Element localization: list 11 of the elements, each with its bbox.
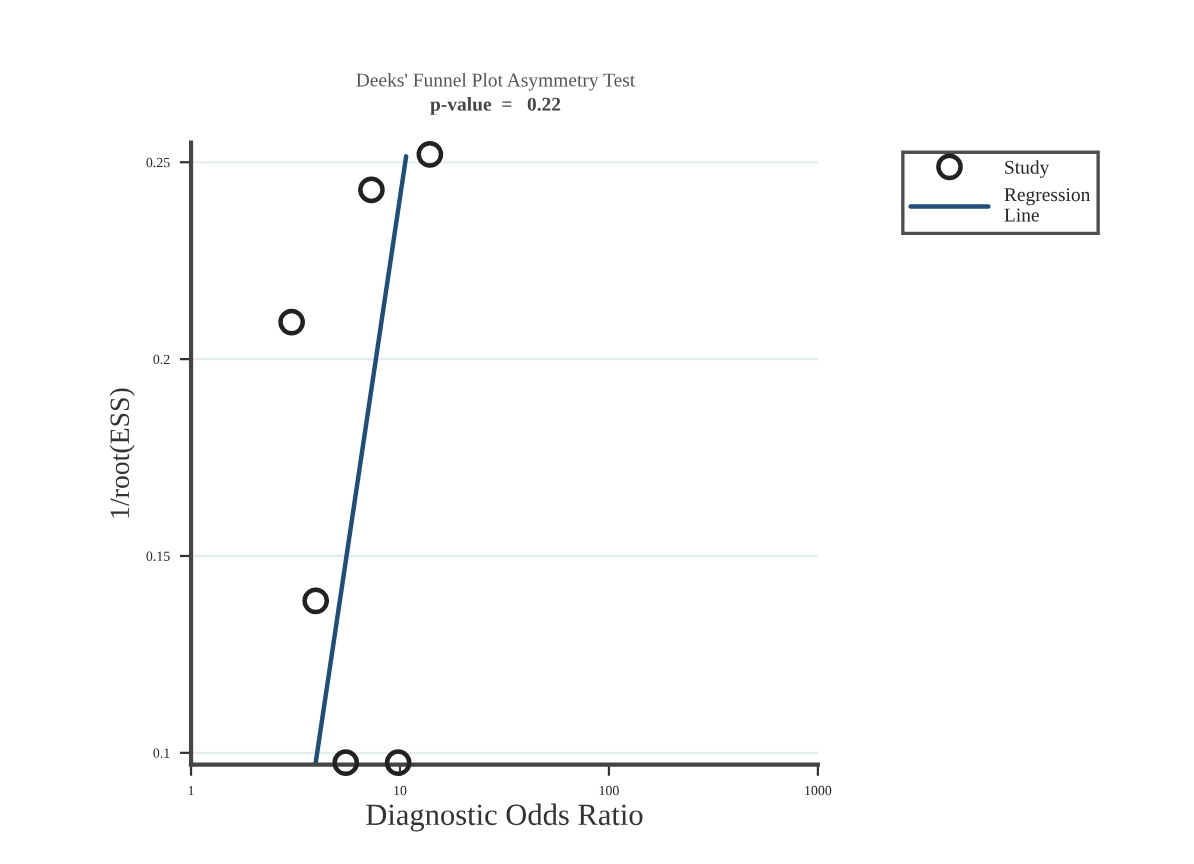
legend-label: Regression Line (1004, 188, 1091, 222)
point (332, 749, 360, 776)
point (384, 749, 412, 776)
y-axis-title: 1/root(ESS) (109, 388, 135, 518)
chart-title: Deeks' Funnel Plot Asymmetry Test (356, 72, 636, 91)
legend-label: Study (1005, 160, 1050, 178)
chart-subtitle: p-value = 0.22 (430, 97, 561, 115)
x-axis-title: Diagnostic Odds Ratio (366, 803, 643, 832)
point (302, 587, 330, 615)
point (358, 176, 385, 204)
point (278, 308, 305, 336)
